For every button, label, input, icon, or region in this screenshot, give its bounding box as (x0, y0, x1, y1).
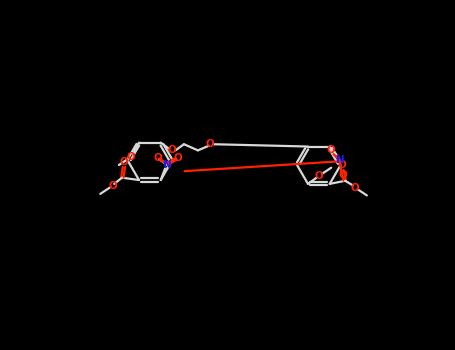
Text: O: O (127, 152, 136, 162)
Text: O: O (153, 153, 162, 163)
Text: O: O (167, 145, 176, 155)
Text: O: O (120, 157, 129, 167)
Text: O: O (326, 145, 335, 155)
Text: N: N (162, 160, 171, 170)
Text: O: O (314, 171, 323, 181)
Text: O: O (338, 160, 346, 170)
Text: O: O (206, 139, 215, 149)
Text: O: O (339, 170, 347, 180)
Text: O: O (350, 183, 359, 193)
Text: O: O (108, 181, 117, 191)
Text: N: N (336, 155, 345, 166)
Text: O: O (173, 153, 182, 163)
